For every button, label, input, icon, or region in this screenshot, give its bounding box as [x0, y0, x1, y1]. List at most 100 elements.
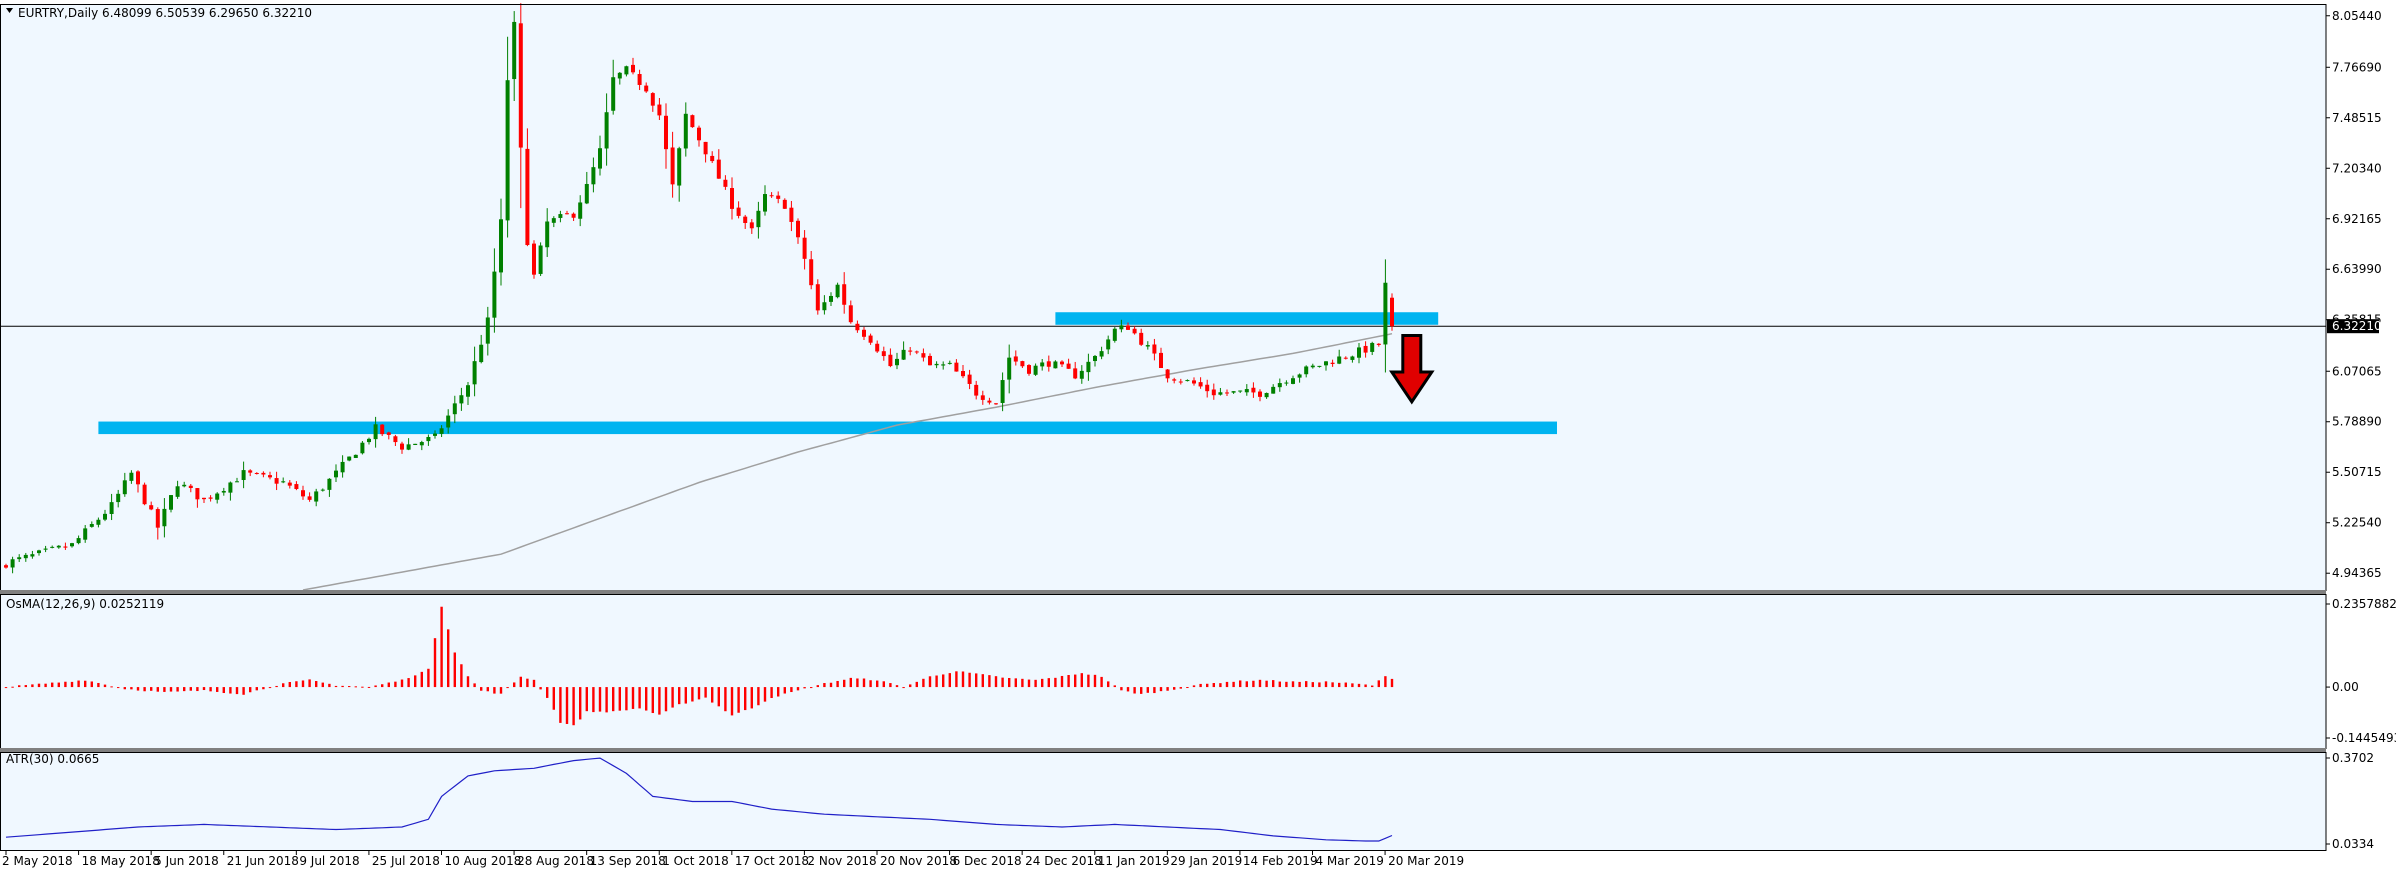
time-tick-label: 10 Aug 2018: [444, 854, 521, 868]
osma-bar: [783, 687, 786, 694]
candle-body: [1013, 356, 1018, 362]
osma-bar: [11, 686, 14, 688]
price-tick-label: 6.92165: [2332, 212, 2382, 226]
atr-panel[interactable]: ATR(30) 0.0665 0.3702 0.0334: [5, 751, 2374, 851]
osma-bar: [97, 682, 100, 688]
candle-body: [83, 528, 88, 540]
candle-body: [578, 202, 583, 219]
candle-body: [485, 317, 490, 344]
osma-bar: [612, 687, 615, 712]
chart-background: [0, 4, 2396, 872]
price-tick-label: 7.48515: [2332, 111, 2382, 125]
dropdown-triangle-icon[interactable]: [6, 8, 13, 13]
time-tick-label: 20 Mar 2019: [1388, 854, 1464, 868]
osma-bar: [658, 687, 661, 715]
osma-bar: [51, 682, 54, 688]
price-tick-label: 6.63990: [2332, 262, 2382, 276]
candle-body: [1112, 328, 1117, 341]
osma-bar: [466, 676, 470, 688]
osma-bar: [268, 687, 272, 689]
candle-body: [1159, 352, 1163, 369]
osma-bar: [843, 679, 846, 688]
candle-body: [1178, 381, 1183, 383]
osma-bar: [255, 687, 258, 691]
candle-body: [908, 350, 913, 352]
candle-body: [881, 351, 886, 357]
candle-body: [23, 554, 28, 559]
candle-body: [221, 490, 226, 493]
candle-body: [1376, 343, 1381, 345]
osma-bar: [77, 680, 80, 688]
osma-bar: [915, 681, 918, 688]
candle-body: [76, 538, 81, 544]
osma-bar: [169, 687, 173, 692]
candlesticks: [4, 3, 1394, 574]
candle-body: [604, 112, 609, 149]
candle-body: [1343, 357, 1348, 359]
candle-body: [63, 546, 68, 548]
osma-bar: [922, 678, 925, 688]
candle-body: [644, 85, 649, 92]
candle-body: [1383, 282, 1388, 345]
candle-body: [37, 550, 41, 554]
osma-tick-label: 0.00: [2332, 680, 2359, 694]
osma-bar: [407, 678, 410, 688]
osma-bar: [202, 687, 206, 691]
osma-bar: [209, 687, 212, 692]
time-tick-label: 1 Oct 2018: [662, 854, 729, 868]
osma-bar: [1027, 679, 1031, 688]
candle-body: [380, 424, 385, 435]
candle-body: [347, 456, 352, 461]
osma-bar: [895, 685, 899, 688]
current-price-badge-label: 6.32210: [2332, 319, 2382, 333]
candle-body: [697, 127, 701, 141]
candle-body: [301, 490, 305, 497]
time-tick-label: 5 Jun 2018: [154, 854, 219, 868]
osma-bar: [1331, 682, 1334, 688]
panel-separator: [0, 748, 2326, 752]
osma-bar: [1166, 687, 1169, 691]
osma-bar: [275, 685, 278, 688]
osma-bar: [156, 687, 159, 692]
candle-body: [43, 548, 48, 550]
osma-bar: [1107, 681, 1110, 688]
candle-body: [228, 482, 233, 493]
candle-body: [505, 80, 510, 221]
osma-bar: [777, 687, 780, 697]
candle-body: [664, 115, 668, 150]
candle-body: [241, 470, 246, 481]
osma-bar: [1265, 680, 1268, 688]
osma-bar: [341, 685, 344, 688]
atr-tick-label: 0.3702: [2332, 751, 2374, 765]
osma-bar: [513, 682, 516, 688]
candle-body: [1231, 391, 1236, 393]
osma-bar: [869, 680, 872, 688]
osma-bar: [4, 687, 8, 689]
osma-bar: [189, 687, 192, 691]
candle-body: [1310, 365, 1315, 368]
time-tick-label: 29 Jan 2019: [1170, 854, 1242, 868]
candle-body: [888, 354, 893, 367]
osma-bar: [301, 680, 305, 688]
candle-body: [855, 323, 860, 331]
osma-bar: [961, 671, 965, 688]
candle-body: [921, 353, 926, 358]
price-panel[interactable]: EURTRY,Daily 6.48099 6.50539 6.29650 6.3…: [0, 3, 2382, 591]
osma-bar: [150, 687, 153, 691]
candle-body: [30, 554, 35, 557]
candle-body: [50, 546, 55, 548]
osma-bar: [876, 680, 879, 688]
atr-line: [5, 757, 1393, 842]
osma-bar: [70, 681, 74, 688]
candle-body: [10, 559, 15, 568]
osma-bar: [183, 687, 186, 692]
osma-bar: [671, 687, 674, 708]
candle-body: [868, 335, 873, 343]
osma-bar: [334, 685, 338, 688]
osma-panel[interactable]: OsMA(12,26,9) 0.0252119 0.2357882 0.00 -0.…: [4, 597, 2396, 745]
osma-bar: [506, 687, 509, 689]
time-tick-label: 18 May 2018: [82, 854, 160, 868]
panel-background-1: [1, 4, 2326, 590]
osma-bar: [519, 676, 522, 688]
osma-bar: [433, 638, 437, 688]
